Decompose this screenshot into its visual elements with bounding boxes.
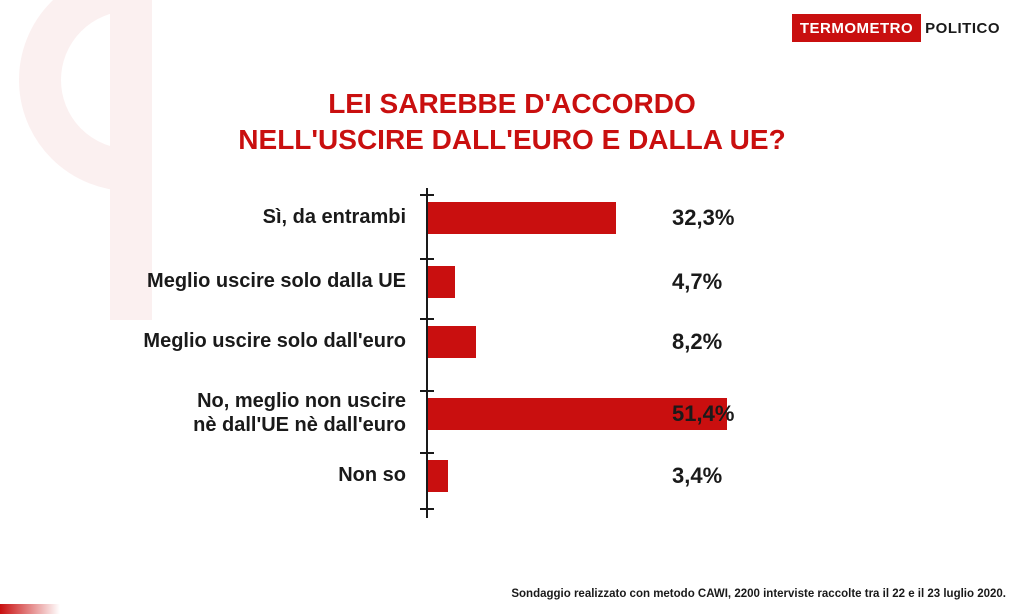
axis-tick (420, 318, 434, 320)
row-value: 51,4% (672, 401, 734, 427)
row-label: Non so (120, 464, 420, 488)
poll-bar-chart: Sì, da entrambi 32,3% Meglio uscire solo d… (120, 188, 900, 518)
bar (428, 202, 616, 234)
row-label-line: Non so (120, 464, 406, 488)
row-value: 4,7% (672, 269, 722, 295)
title-line-2: NELL'USCIRE DALL'EURO E DALLA UE? (40, 122, 984, 158)
axis-tick (420, 508, 434, 510)
row-label-line: Sì, da entrambi (120, 206, 406, 230)
chart-title: LEI SAREBBE D'ACCORDO NELL'USCIRE DALL'E… (0, 86, 1024, 159)
row-label: Meglio uscire solo dall'euro (120, 330, 420, 354)
bar-area (428, 326, 476, 358)
logo-left: TERMOMETRO (792, 14, 921, 42)
brand-logo: TERMOMETRO POLITICO (792, 14, 1006, 42)
row-label-line: No, meglio non uscire (120, 390, 406, 414)
bar (428, 460, 448, 492)
title-line-1: LEI SAREBBE D'ACCORDO (40, 86, 984, 122)
row-value: 32,3% (672, 205, 734, 231)
row-label: Meglio uscire solo dalla UE (120, 270, 420, 294)
bar-area (428, 460, 448, 492)
row-value: 8,2% (672, 329, 722, 355)
bar-area (428, 202, 616, 234)
axis-tick (420, 452, 434, 454)
logo-right: POLITICO (921, 14, 1006, 42)
chart-row: Meglio uscire solo dall'euro 8,2% (120, 330, 900, 354)
row-value: 3,4% (672, 463, 722, 489)
chart-row: Meglio uscire solo dalla UE 4,7% (120, 270, 900, 294)
axis-tick (420, 194, 434, 196)
bar (428, 326, 476, 358)
row-label-line: Meglio uscire solo dall'euro (120, 330, 406, 354)
bar-area (428, 266, 455, 298)
chart-row: No, meglio non uscirenè dall'UE nè dall'… (120, 390, 900, 437)
footer-note: Sondaggio realizzato con metodo CAWI, 22… (511, 588, 1006, 600)
row-label: No, meglio non uscirenè dall'UE nè dall'… (120, 390, 420, 437)
axis-tick (420, 258, 434, 260)
bar (428, 266, 455, 298)
row-label-line: nè dall'UE nè dall'euro (120, 414, 406, 438)
chart-row: Sì, da entrambi 32,3% (120, 206, 900, 230)
row-label: Sì, da entrambi (120, 206, 420, 230)
bottom-accent (0, 604, 60, 614)
chart-row: Non so 3,4% (120, 464, 900, 488)
row-label-line: Meglio uscire solo dalla UE (120, 270, 406, 294)
